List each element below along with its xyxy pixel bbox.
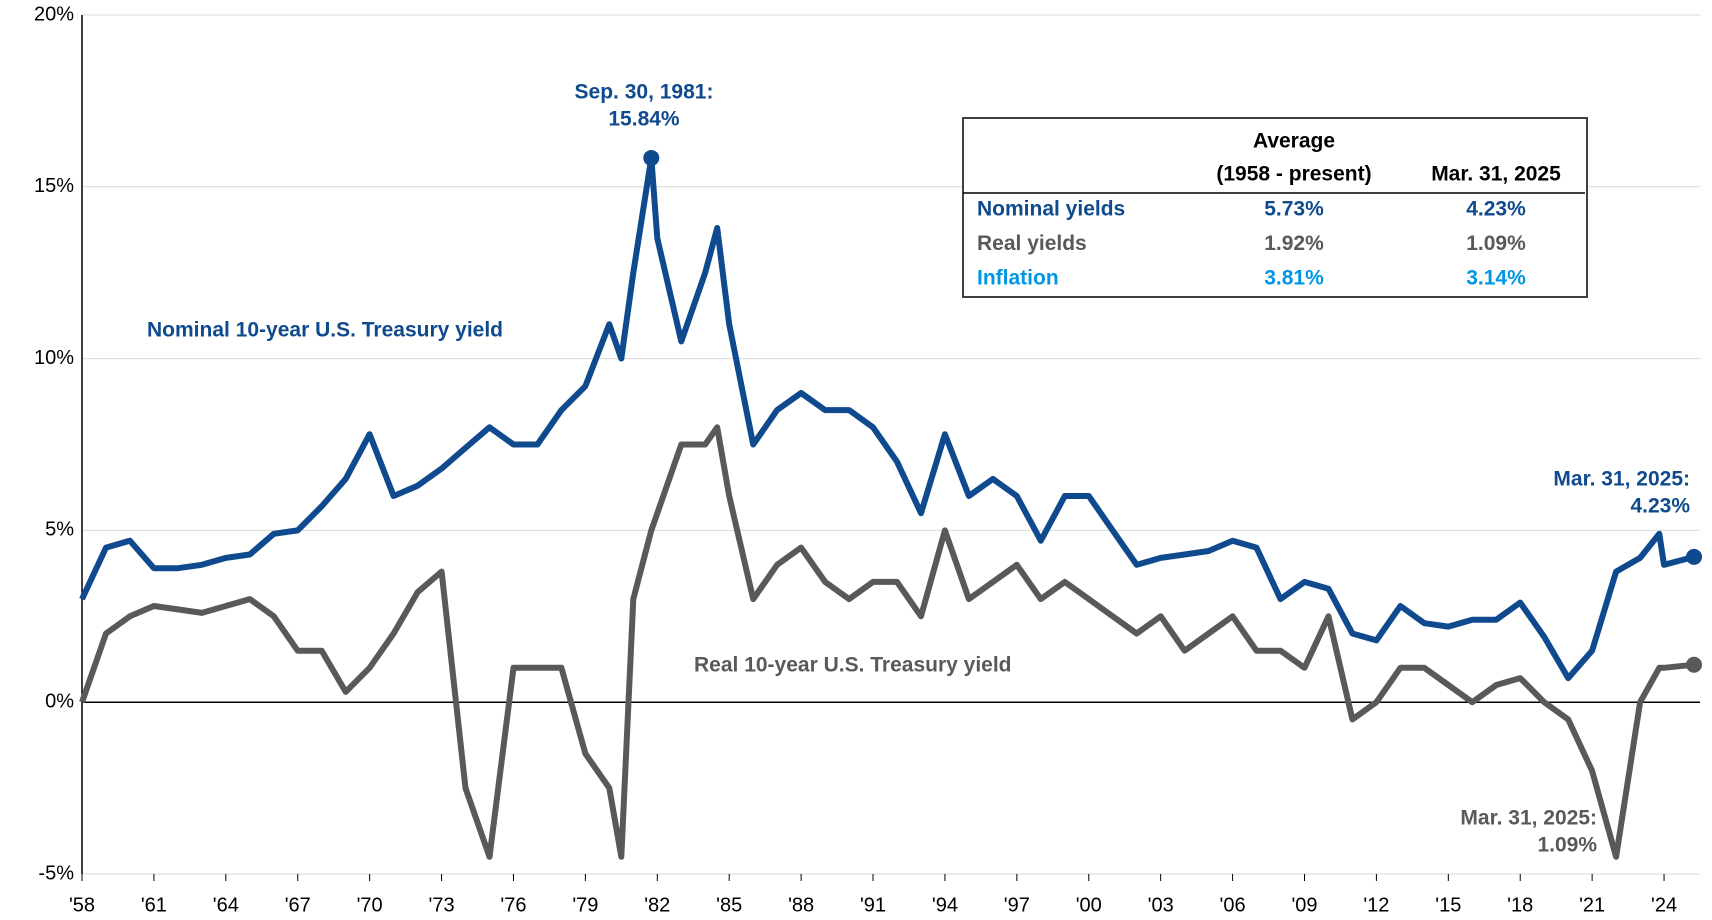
series-line (79, 424, 1695, 860)
x-tick-label: '85 (716, 894, 742, 916)
y-tick-label: 20% (34, 3, 74, 25)
x-tick-label: '24 (1651, 894, 1677, 916)
x-tick-label: '12 (1363, 894, 1389, 916)
table-cell: 4.23% (1466, 198, 1526, 221)
x-tick-label: '67 (285, 894, 311, 916)
x-tick-label: '64 (213, 894, 239, 916)
x-tick-label: '09 (1291, 894, 1317, 916)
table-header: (1958 - present) (1216, 163, 1371, 186)
x-tick-label: '79 (572, 894, 598, 916)
annotation: Sep. 30, 1981: (575, 81, 714, 104)
table-cell: 3.14% (1466, 267, 1526, 290)
y-tick-label: 10% (34, 347, 74, 369)
x-tick-label: '73 (429, 894, 455, 916)
annotation: Mar. 31, 2025: (1553, 468, 1690, 491)
table-row-label: Inflation (977, 267, 1059, 290)
annotation: 4.23% (1630, 495, 1690, 518)
table-header: Mar. 31, 2025 (1431, 163, 1561, 186)
table-row-label: Nominal yields (977, 198, 1125, 221)
point-marker (1686, 548, 1703, 565)
point-marker (643, 149, 660, 166)
x-tick-label: '88 (788, 894, 814, 916)
x-tick-label: '76 (500, 894, 526, 916)
x-tick-label: '91 (860, 894, 886, 916)
x-tick-label: '06 (1220, 894, 1246, 916)
table-cell: 1.92% (1264, 232, 1324, 255)
x-tick-label: '18 (1507, 894, 1533, 916)
x-tick-label: '82 (644, 894, 670, 916)
annotation: 1.09% (1537, 834, 1597, 857)
table-cell: 3.81% (1264, 267, 1324, 290)
annotation: Mar. 31, 2025: (1460, 807, 1597, 830)
x-tick-label: '97 (1004, 894, 1030, 916)
x-tick-label: '15 (1435, 894, 1461, 916)
table-cell: 1.09% (1466, 232, 1526, 255)
table-box (962, 117, 1588, 298)
y-tick-label: 0% (45, 690, 74, 712)
point-marker (1686, 656, 1703, 673)
series-label: Real 10-year U.S. Treasury yield (694, 654, 1012, 677)
y-tick-label: 5% (45, 519, 74, 541)
x-tick-label: '58 (69, 894, 95, 916)
table-cell: 5.73% (1264, 198, 1324, 221)
y-tick-label: 15% (34, 175, 74, 197)
annotation: 15.84% (608, 108, 680, 131)
x-tick-label: '21 (1579, 894, 1605, 916)
x-tick-label: '61 (141, 894, 167, 916)
x-tick-label: '70 (357, 894, 383, 916)
table-row-label: Real yields (977, 232, 1087, 255)
x-tick-label: '94 (932, 894, 958, 916)
series-label: Nominal 10-year U.S. Treasury yield (147, 319, 503, 342)
table-header: Average (1253, 130, 1335, 153)
x-tick-label: '03 (1148, 894, 1174, 916)
x-tick-label: '00 (1076, 894, 1102, 916)
series-line (79, 154, 1695, 682)
y-tick-label: -5% (38, 862, 74, 884)
